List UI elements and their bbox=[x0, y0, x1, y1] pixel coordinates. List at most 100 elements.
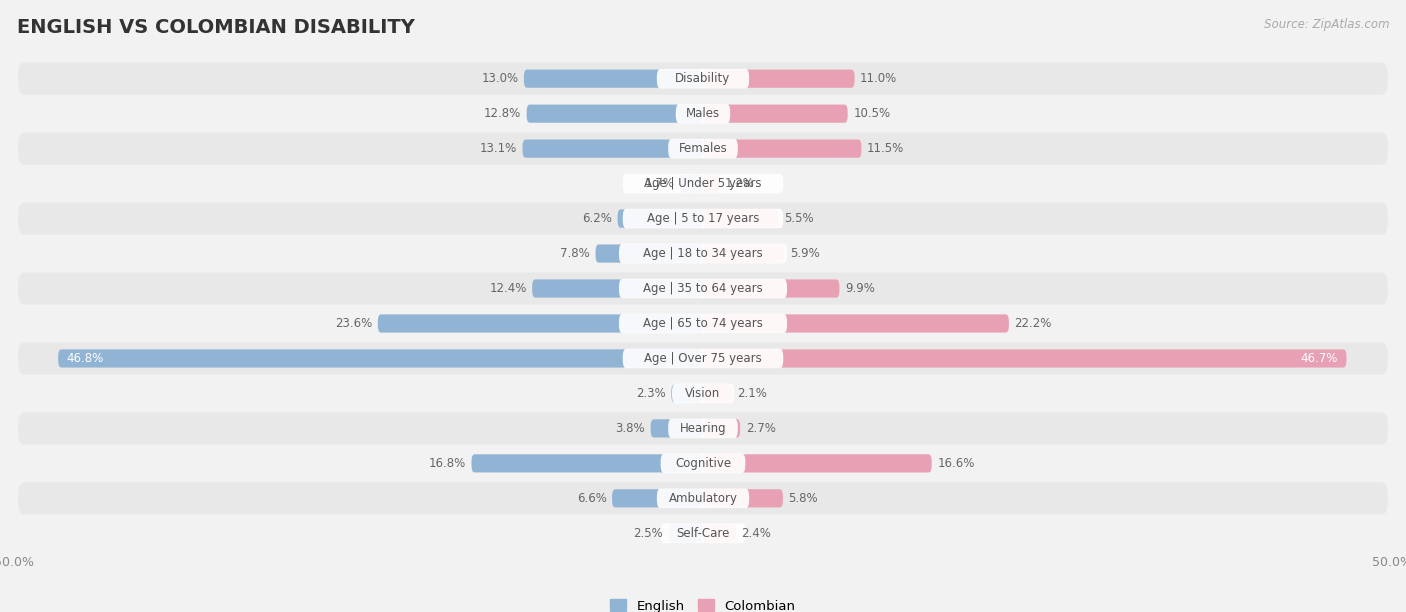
FancyBboxPatch shape bbox=[703, 244, 785, 263]
Text: 22.2%: 22.2% bbox=[1014, 317, 1052, 330]
FancyBboxPatch shape bbox=[703, 454, 932, 472]
FancyBboxPatch shape bbox=[527, 105, 703, 123]
Text: ENGLISH VS COLOMBIAN DISABILITY: ENGLISH VS COLOMBIAN DISABILITY bbox=[17, 18, 415, 37]
FancyBboxPatch shape bbox=[617, 209, 703, 228]
FancyBboxPatch shape bbox=[623, 174, 783, 193]
Text: Age | Under 5 years: Age | Under 5 years bbox=[644, 177, 762, 190]
Text: 10.5%: 10.5% bbox=[853, 107, 890, 120]
FancyBboxPatch shape bbox=[661, 453, 745, 473]
FancyBboxPatch shape bbox=[703, 140, 862, 158]
FancyBboxPatch shape bbox=[619, 244, 787, 263]
Text: Source: ZipAtlas.com: Source: ZipAtlas.com bbox=[1264, 18, 1389, 31]
FancyBboxPatch shape bbox=[623, 349, 783, 368]
Text: 11.0%: 11.0% bbox=[860, 72, 897, 85]
Text: Self-Care: Self-Care bbox=[676, 527, 730, 540]
FancyBboxPatch shape bbox=[18, 97, 1388, 130]
Legend: English, Colombian: English, Colombian bbox=[610, 599, 796, 612]
FancyBboxPatch shape bbox=[703, 70, 855, 88]
Text: 23.6%: 23.6% bbox=[335, 317, 373, 330]
FancyBboxPatch shape bbox=[612, 489, 703, 507]
FancyBboxPatch shape bbox=[657, 69, 749, 89]
FancyBboxPatch shape bbox=[703, 315, 1010, 332]
Text: Age | 18 to 34 years: Age | 18 to 34 years bbox=[643, 247, 763, 260]
FancyBboxPatch shape bbox=[671, 384, 703, 403]
FancyBboxPatch shape bbox=[651, 419, 703, 438]
Text: 11.5%: 11.5% bbox=[868, 142, 904, 155]
Text: 1.2%: 1.2% bbox=[725, 177, 755, 190]
FancyBboxPatch shape bbox=[18, 482, 1388, 515]
Text: 16.6%: 16.6% bbox=[938, 457, 974, 470]
Text: Ambulatory: Ambulatory bbox=[668, 492, 738, 505]
FancyBboxPatch shape bbox=[524, 70, 703, 88]
FancyBboxPatch shape bbox=[668, 139, 738, 159]
FancyBboxPatch shape bbox=[703, 105, 848, 123]
FancyBboxPatch shape bbox=[18, 307, 1388, 340]
Text: 6.2%: 6.2% bbox=[582, 212, 612, 225]
Text: 2.5%: 2.5% bbox=[633, 527, 664, 540]
Text: 5.5%: 5.5% bbox=[785, 212, 814, 225]
FancyBboxPatch shape bbox=[378, 315, 703, 332]
FancyBboxPatch shape bbox=[668, 419, 738, 438]
Text: Age | 35 to 64 years: Age | 35 to 64 years bbox=[643, 282, 763, 295]
FancyBboxPatch shape bbox=[676, 104, 730, 124]
FancyBboxPatch shape bbox=[18, 237, 1388, 270]
FancyBboxPatch shape bbox=[703, 524, 737, 542]
FancyBboxPatch shape bbox=[471, 454, 703, 472]
FancyBboxPatch shape bbox=[18, 378, 1388, 409]
FancyBboxPatch shape bbox=[619, 314, 787, 334]
Text: 12.4%: 12.4% bbox=[489, 282, 527, 295]
FancyBboxPatch shape bbox=[703, 384, 733, 403]
Text: 5.9%: 5.9% bbox=[790, 247, 820, 260]
Text: 6.6%: 6.6% bbox=[576, 492, 606, 505]
FancyBboxPatch shape bbox=[703, 280, 839, 297]
FancyBboxPatch shape bbox=[669, 524, 703, 542]
Text: 46.7%: 46.7% bbox=[1301, 352, 1339, 365]
FancyBboxPatch shape bbox=[18, 133, 1388, 165]
FancyBboxPatch shape bbox=[596, 244, 703, 263]
FancyBboxPatch shape bbox=[18, 62, 1388, 95]
FancyBboxPatch shape bbox=[58, 349, 703, 368]
Text: 9.9%: 9.9% bbox=[845, 282, 875, 295]
FancyBboxPatch shape bbox=[18, 168, 1388, 200]
FancyBboxPatch shape bbox=[703, 209, 779, 228]
Text: Age | 5 to 17 years: Age | 5 to 17 years bbox=[647, 212, 759, 225]
Text: Cognitive: Cognitive bbox=[675, 457, 731, 470]
Text: 2.1%: 2.1% bbox=[738, 387, 768, 400]
Text: 12.8%: 12.8% bbox=[484, 107, 522, 120]
FancyBboxPatch shape bbox=[623, 209, 783, 228]
FancyBboxPatch shape bbox=[657, 488, 749, 508]
FancyBboxPatch shape bbox=[18, 272, 1388, 305]
Text: Hearing: Hearing bbox=[679, 422, 727, 435]
Text: Females: Females bbox=[679, 142, 727, 155]
Text: Vision: Vision bbox=[685, 387, 721, 400]
Text: 2.4%: 2.4% bbox=[741, 527, 772, 540]
FancyBboxPatch shape bbox=[18, 412, 1388, 444]
Text: 2.3%: 2.3% bbox=[636, 387, 666, 400]
Text: 1.7%: 1.7% bbox=[644, 177, 673, 190]
FancyBboxPatch shape bbox=[703, 174, 720, 193]
Text: 46.8%: 46.8% bbox=[66, 352, 104, 365]
Text: 16.8%: 16.8% bbox=[429, 457, 465, 470]
Text: 5.8%: 5.8% bbox=[789, 492, 818, 505]
FancyBboxPatch shape bbox=[703, 349, 1347, 368]
FancyBboxPatch shape bbox=[679, 174, 703, 193]
FancyBboxPatch shape bbox=[531, 280, 703, 297]
FancyBboxPatch shape bbox=[18, 447, 1388, 479]
FancyBboxPatch shape bbox=[703, 419, 740, 438]
FancyBboxPatch shape bbox=[18, 342, 1388, 375]
Text: Disability: Disability bbox=[675, 72, 731, 85]
Text: 13.0%: 13.0% bbox=[481, 72, 519, 85]
Text: 13.1%: 13.1% bbox=[479, 142, 517, 155]
Text: Age | Over 75 years: Age | Over 75 years bbox=[644, 352, 762, 365]
FancyBboxPatch shape bbox=[18, 517, 1388, 550]
Text: Age | 65 to 74 years: Age | 65 to 74 years bbox=[643, 317, 763, 330]
FancyBboxPatch shape bbox=[619, 278, 787, 298]
FancyBboxPatch shape bbox=[523, 140, 703, 158]
Text: 3.8%: 3.8% bbox=[616, 422, 645, 435]
FancyBboxPatch shape bbox=[672, 384, 734, 403]
Text: Males: Males bbox=[686, 107, 720, 120]
Text: 7.8%: 7.8% bbox=[560, 247, 591, 260]
FancyBboxPatch shape bbox=[703, 489, 783, 507]
Text: 2.7%: 2.7% bbox=[745, 422, 776, 435]
FancyBboxPatch shape bbox=[18, 203, 1388, 234]
